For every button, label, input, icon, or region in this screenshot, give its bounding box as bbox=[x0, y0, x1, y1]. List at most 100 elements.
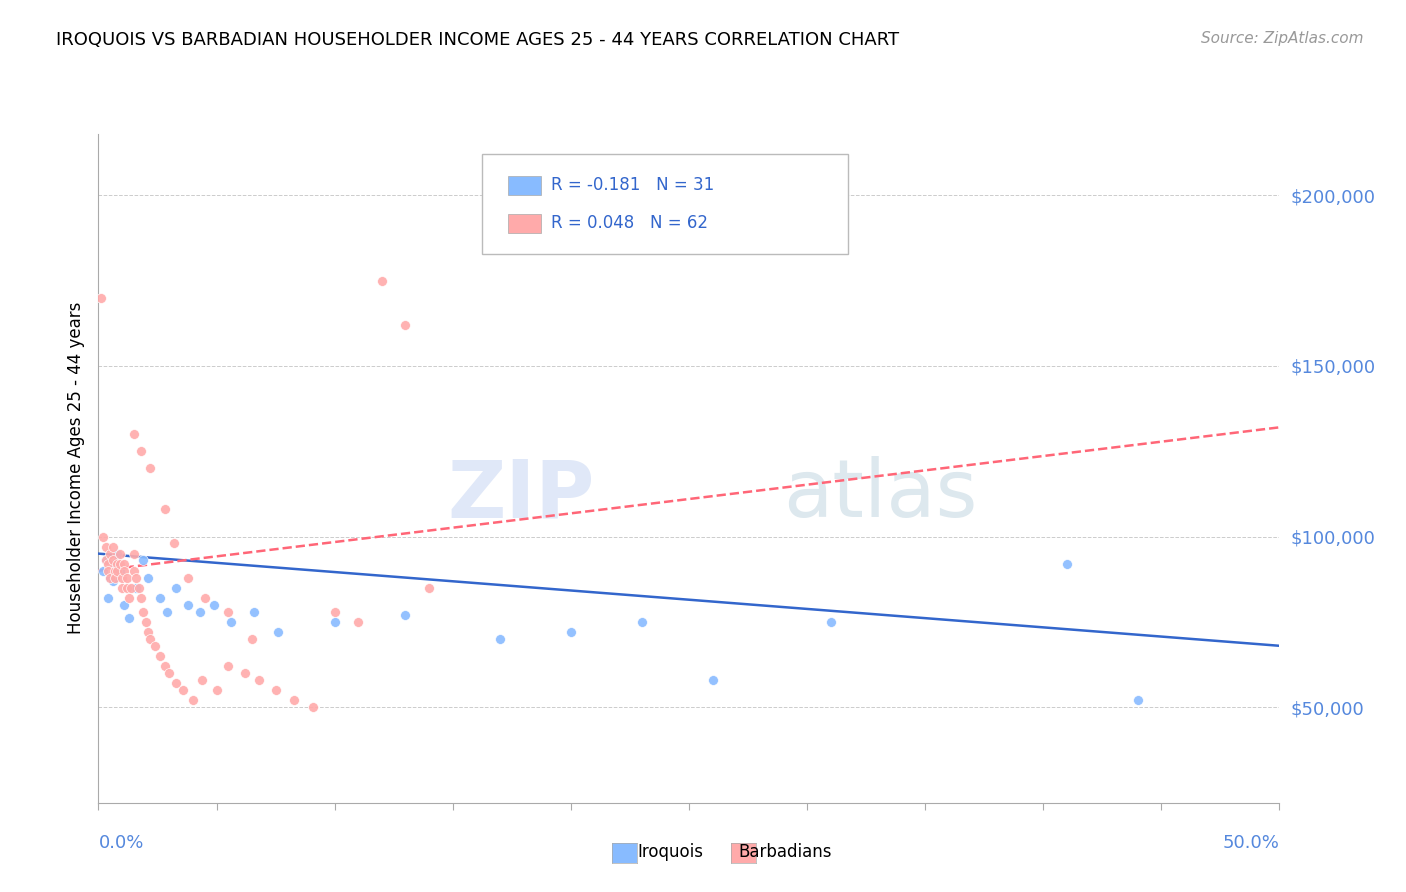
Text: atlas: atlas bbox=[783, 456, 977, 534]
Point bbox=[101, 553, 124, 567]
Point bbox=[98, 547, 121, 561]
Point bbox=[104, 564, 127, 578]
Point bbox=[101, 540, 124, 554]
Point bbox=[94, 540, 117, 554]
Point bbox=[129, 591, 152, 605]
Point bbox=[630, 615, 652, 629]
Point bbox=[115, 581, 138, 595]
Point bbox=[108, 557, 131, 571]
Point bbox=[165, 676, 187, 690]
Point bbox=[132, 605, 155, 619]
Point bbox=[108, 547, 131, 561]
Point bbox=[97, 591, 120, 605]
Point bbox=[283, 693, 305, 707]
Text: R = 0.048   N = 62: R = 0.048 N = 62 bbox=[551, 214, 707, 232]
Point bbox=[139, 461, 162, 475]
Point bbox=[105, 564, 128, 578]
Point bbox=[111, 570, 134, 584]
Point bbox=[98, 570, 121, 584]
Point bbox=[264, 683, 287, 698]
Point bbox=[302, 700, 325, 714]
Point bbox=[323, 615, 346, 629]
Point bbox=[157, 666, 180, 681]
Point bbox=[202, 598, 225, 612]
Point bbox=[702, 673, 724, 687]
Point bbox=[91, 530, 114, 544]
Text: 0.0%: 0.0% bbox=[98, 833, 143, 852]
Point bbox=[105, 557, 128, 571]
Point bbox=[136, 625, 159, 640]
Point bbox=[233, 666, 256, 681]
Point bbox=[219, 615, 242, 629]
Point bbox=[181, 693, 204, 707]
Point bbox=[149, 648, 172, 663]
Point bbox=[394, 318, 416, 332]
Point bbox=[165, 581, 187, 595]
Point bbox=[122, 564, 145, 578]
Point bbox=[323, 605, 346, 619]
Point bbox=[163, 536, 186, 550]
Point bbox=[94, 553, 117, 567]
Point bbox=[153, 502, 176, 516]
Point bbox=[112, 564, 135, 578]
Point bbox=[112, 598, 135, 612]
Point bbox=[129, 444, 152, 458]
Point bbox=[115, 570, 138, 584]
Text: Barbadians: Barbadians bbox=[738, 843, 832, 861]
FancyBboxPatch shape bbox=[482, 154, 848, 254]
Point bbox=[188, 605, 211, 619]
Point bbox=[247, 673, 270, 687]
Point bbox=[418, 581, 440, 595]
Point bbox=[191, 673, 214, 687]
Point bbox=[122, 547, 145, 561]
Point bbox=[90, 291, 112, 305]
Point bbox=[1126, 693, 1149, 707]
Point bbox=[91, 564, 114, 578]
Point bbox=[135, 615, 157, 629]
Point bbox=[136, 570, 159, 584]
Point bbox=[125, 570, 148, 584]
Point bbox=[94, 553, 117, 567]
Point bbox=[122, 427, 145, 442]
Text: 50.0%: 50.0% bbox=[1223, 833, 1279, 852]
Point bbox=[240, 632, 263, 646]
Text: R = -0.181   N = 31: R = -0.181 N = 31 bbox=[551, 176, 714, 194]
Point bbox=[156, 605, 179, 619]
Point bbox=[347, 615, 370, 629]
Point bbox=[104, 570, 127, 584]
Text: IROQUOIS VS BARBADIAN HOUSEHOLDER INCOME AGES 25 - 44 YEARS CORRELATION CHART: IROQUOIS VS BARBADIAN HOUSEHOLDER INCOME… bbox=[56, 31, 900, 49]
Point bbox=[132, 553, 155, 567]
Point bbox=[172, 683, 194, 698]
Point bbox=[153, 659, 176, 673]
Point bbox=[560, 625, 582, 640]
Point bbox=[205, 683, 228, 698]
Text: Source: ZipAtlas.com: Source: ZipAtlas.com bbox=[1201, 31, 1364, 46]
Point bbox=[98, 570, 121, 584]
Text: Iroquois: Iroquois bbox=[637, 843, 703, 861]
Point bbox=[489, 632, 512, 646]
Point bbox=[217, 605, 239, 619]
Point bbox=[139, 632, 162, 646]
Point bbox=[194, 591, 217, 605]
Point bbox=[108, 564, 131, 578]
Point bbox=[121, 581, 143, 595]
Text: ZIP: ZIP bbox=[447, 456, 595, 534]
Point bbox=[105, 547, 128, 561]
Point bbox=[143, 639, 166, 653]
Point bbox=[217, 659, 239, 673]
Point bbox=[1056, 557, 1078, 571]
Point bbox=[394, 608, 416, 623]
FancyBboxPatch shape bbox=[508, 214, 541, 233]
Point bbox=[371, 274, 394, 288]
Point bbox=[125, 581, 148, 595]
Point bbox=[267, 625, 290, 640]
Point bbox=[149, 591, 172, 605]
Point bbox=[118, 591, 141, 605]
Y-axis label: Householder Income Ages 25 - 44 years: Householder Income Ages 25 - 44 years bbox=[66, 302, 84, 634]
Point bbox=[243, 605, 266, 619]
Point bbox=[101, 574, 124, 588]
Point bbox=[97, 557, 120, 571]
Point bbox=[177, 598, 200, 612]
Point bbox=[820, 615, 842, 629]
Point bbox=[111, 581, 134, 595]
